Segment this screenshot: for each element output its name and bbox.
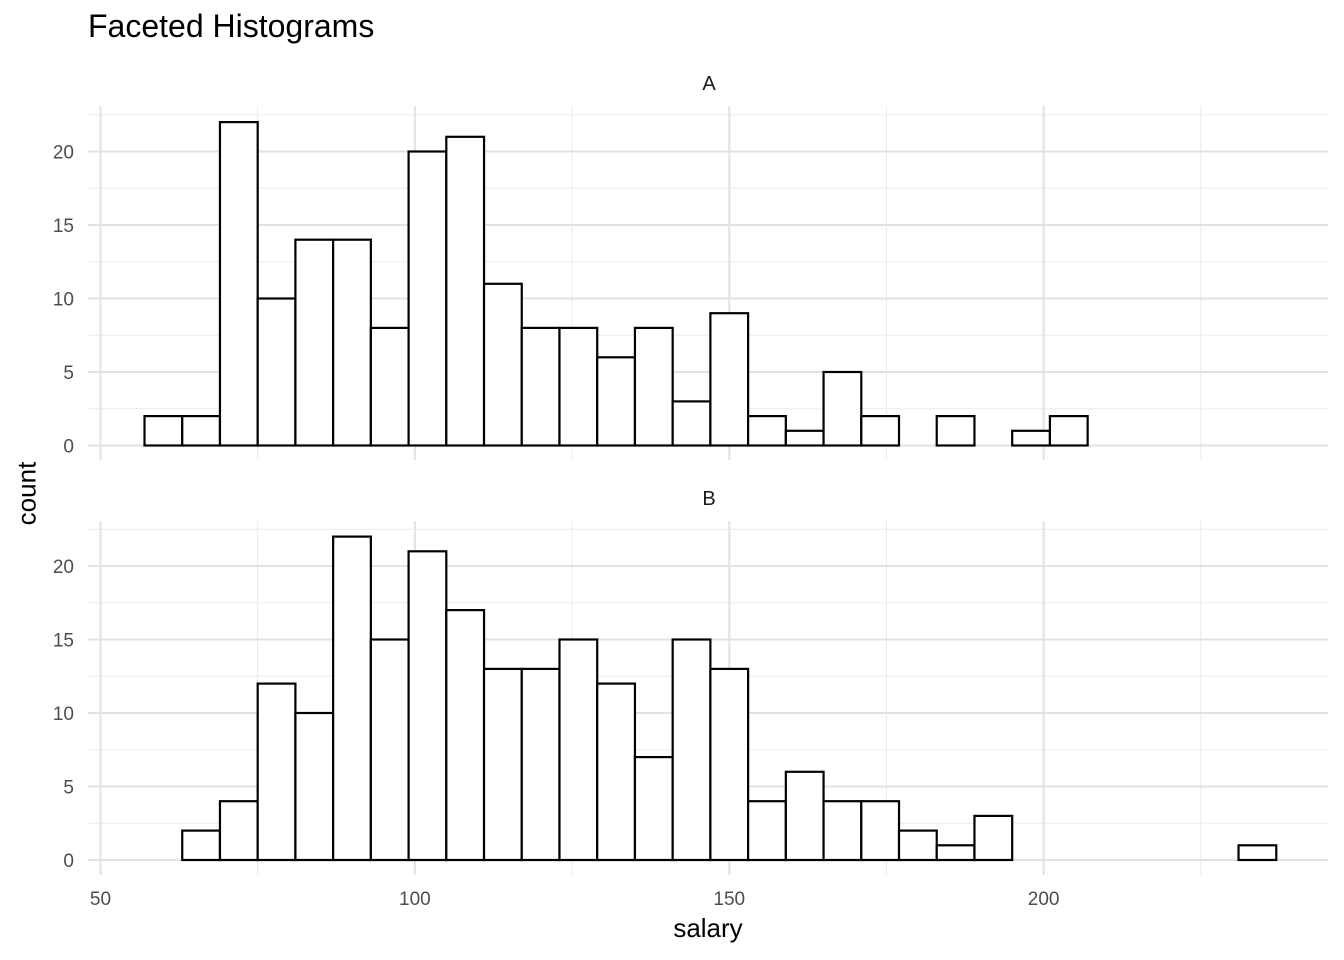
histogram-bar <box>1048 415 1089 447</box>
histogram-bar <box>407 150 448 447</box>
x-tick-label: 200 <box>1028 889 1060 910</box>
histogram-bar <box>784 770 825 862</box>
histogram-bar <box>709 667 750 862</box>
histogram-bar <box>897 829 938 862</box>
facet-strip-label-a: A <box>702 73 716 95</box>
histogram-bar <box>784 429 825 447</box>
histogram-bar <box>332 238 372 447</box>
histogram-bar <box>633 755 674 862</box>
histogram-bar <box>294 711 335 862</box>
x-axis-label: salary <box>673 913 743 943</box>
histogram-bar <box>482 282 523 447</box>
histogram-bar <box>747 415 787 447</box>
histogram-bar <box>332 535 372 862</box>
histogram-bar <box>596 356 637 447</box>
histogram-bar <box>973 814 1014 862</box>
histogram-bar <box>558 326 599 447</box>
chart-title: Faceted Histograms <box>88 8 375 44</box>
histogram-bar <box>407 550 448 862</box>
histogram-bar <box>860 415 901 447</box>
histogram-bar <box>256 297 297 447</box>
histogram-bar <box>218 120 259 447</box>
histogram-bar <box>369 638 410 862</box>
histogram-bar <box>822 800 863 862</box>
y-tick-label: 20 <box>53 557 74 578</box>
histogram-bar <box>1011 429 1052 447</box>
histogram-bar <box>294 238 335 447</box>
histogram-bar <box>822 370 863 447</box>
y-tick-label: 10 <box>53 704 74 725</box>
x-tick-label: 50 <box>90 889 111 910</box>
histogram-bar <box>482 667 523 862</box>
histogram-bar <box>596 682 637 862</box>
y-tick-label: 15 <box>53 631 74 652</box>
y-tick-label: 5 <box>63 363 74 384</box>
y-tick-label: 0 <box>63 437 74 458</box>
histogram-bar <box>709 312 750 447</box>
x-tick-label: 100 <box>399 889 431 910</box>
x-tick-label: 150 <box>713 889 745 910</box>
histogram-bar <box>671 638 712 862</box>
histogram-bar <box>558 638 599 862</box>
y-tick-label: 15 <box>53 216 74 237</box>
histogram-bar <box>143 415 184 447</box>
histogram-bar <box>256 682 297 862</box>
histogram-bar <box>935 415 976 447</box>
histogram-bar <box>445 608 486 862</box>
histogram-bar <box>935 844 976 862</box>
y-tick-label: 5 <box>63 778 74 799</box>
histogram-bar <box>520 667 561 862</box>
histogram-bar <box>445 135 486 447</box>
y-tick-label: 20 <box>53 143 74 164</box>
histogram-bar <box>747 800 787 862</box>
histogram-bar <box>1237 844 1278 862</box>
histogram-bar <box>369 326 410 447</box>
histogram-bar <box>218 800 259 862</box>
histogram-bar <box>181 829 222 862</box>
histogram-bar <box>860 800 901 862</box>
histogram-bar <box>633 326 674 447</box>
histogram-bar <box>181 415 222 447</box>
facet-strip-label-b: B <box>702 488 716 510</box>
y-tick-label: 0 <box>63 851 74 872</box>
y-tick-label: 10 <box>53 290 74 311</box>
histogram-bar <box>671 400 712 447</box>
histogram-bar <box>520 326 561 447</box>
